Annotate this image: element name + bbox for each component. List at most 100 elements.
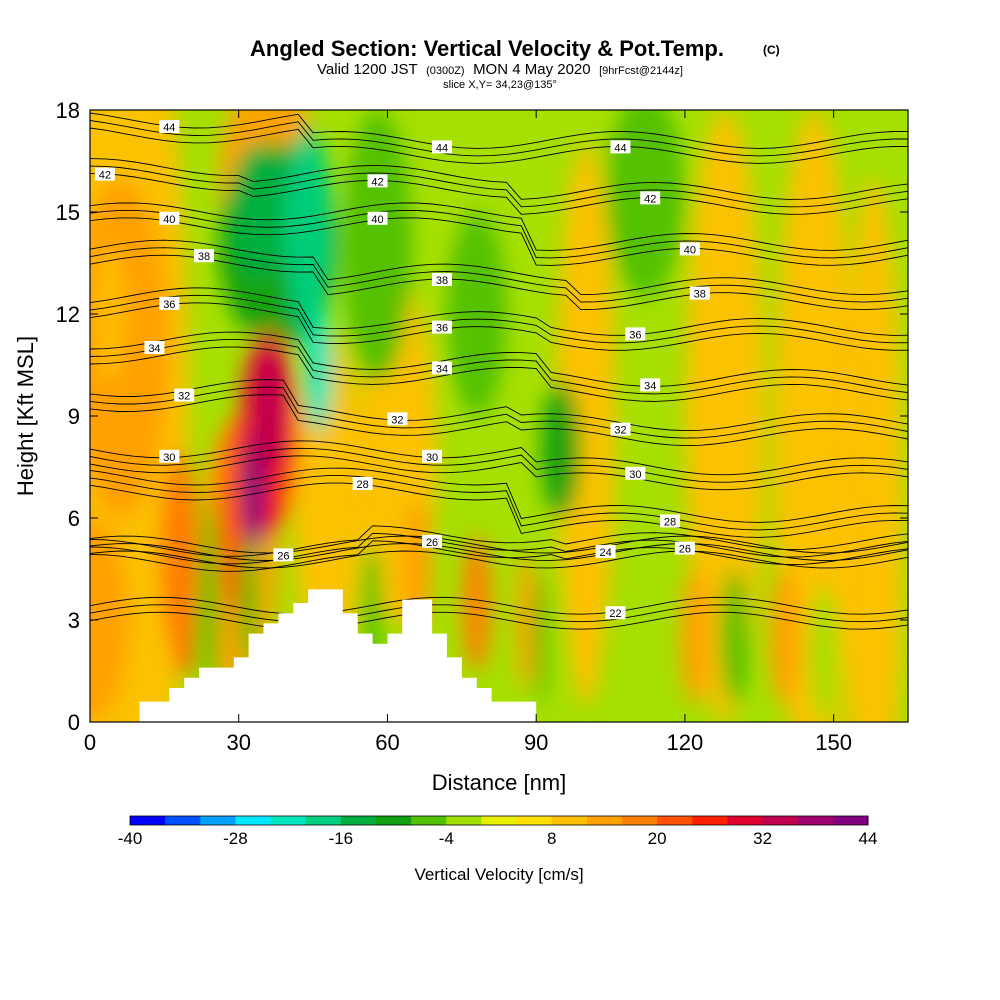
contour-label-text: 34 xyxy=(436,363,448,375)
velocity-cell xyxy=(570,569,601,705)
contour-label-text: 38 xyxy=(436,275,448,287)
theta-contour-line xyxy=(90,482,908,538)
theta-contour-line xyxy=(90,346,908,402)
contour-label: 34 xyxy=(640,378,661,392)
colorbar-swatch xyxy=(340,816,377,825)
contour-label-bg xyxy=(625,466,646,480)
contour-label-bg xyxy=(367,211,388,225)
contour-label: 30 xyxy=(625,466,646,481)
colorbar-swatch xyxy=(832,816,869,825)
potential-temperature-contours xyxy=(90,112,908,630)
colorbar-tick-label: 8 xyxy=(547,829,556,848)
contour-label-text: 30 xyxy=(629,469,641,481)
contour-label-text: 30 xyxy=(163,452,175,464)
colorbar-tick-label: 32 xyxy=(753,829,772,848)
colorbar: -40 -28 -16 -4 8 20 32 44 xyxy=(118,815,877,848)
forecast-info: [9hrFcst@2144z] xyxy=(599,65,683,77)
contour-label-text: 40 xyxy=(684,244,696,256)
contour-label: 44 xyxy=(431,140,452,154)
contour-label-text: 32 xyxy=(614,425,626,437)
colorbar-swatch xyxy=(481,816,518,825)
contour-label: 42 xyxy=(367,174,388,188)
contour-label-bg xyxy=(625,327,646,341)
contour-label: 36 xyxy=(625,327,646,341)
contour-label-text: 24 xyxy=(599,547,611,559)
valid-time-utc: (0300Z) xyxy=(426,65,465,77)
contour-label: 30 xyxy=(422,449,443,464)
contour-label: 38 xyxy=(194,249,215,263)
contour-label-bg xyxy=(194,249,215,263)
contour-label-text: 38 xyxy=(694,289,706,301)
contour-label-text: 26 xyxy=(426,537,438,549)
theta-contour-line xyxy=(90,217,908,266)
contour-label-bg xyxy=(159,120,180,133)
theta-contour-line xyxy=(90,540,908,572)
contour-label: 42 xyxy=(640,191,661,205)
valid-time-local: Valid 1200 JST xyxy=(317,61,418,78)
contour-label-bg xyxy=(273,548,294,562)
contour-label-text: 28 xyxy=(664,516,676,528)
contour-label-bg xyxy=(94,167,115,181)
contour-label: 44 xyxy=(610,140,631,154)
contour-label: 40 xyxy=(159,211,180,226)
theta-contour-line xyxy=(90,120,908,157)
x-tick-label: 30 xyxy=(226,730,250,755)
contour-label-text: 44 xyxy=(614,142,626,154)
colorbar-swatch xyxy=(165,816,201,825)
theta-contour-line xyxy=(90,550,908,569)
theta-contour-line xyxy=(90,112,908,149)
contour-label-bg xyxy=(689,286,710,300)
theta-contour-line xyxy=(90,525,908,557)
contour-label: 32 xyxy=(610,422,631,437)
velocity-cell xyxy=(248,341,289,478)
theta-contour-line xyxy=(90,254,908,311)
y-tick-label: 18 xyxy=(56,98,80,123)
contour-label-bg xyxy=(144,341,165,354)
contour-label: 22 xyxy=(605,606,626,620)
velocity-cell xyxy=(446,212,507,416)
contour-label-bg xyxy=(352,477,373,490)
colorbar-swatch xyxy=(657,816,693,825)
contour-label-bg xyxy=(422,534,443,548)
contour-label: 26 xyxy=(422,534,443,549)
colorbar-swatch xyxy=(516,816,553,825)
velocity-cell xyxy=(342,110,413,382)
colorbar-swatch xyxy=(270,816,307,825)
x-axis-label: Distance [nm] xyxy=(432,770,567,795)
contour-label-bg xyxy=(431,273,452,286)
colorbar-swatch xyxy=(692,816,728,825)
contour-label-text: 42 xyxy=(99,170,111,182)
colorbar-tick-label: -4 xyxy=(439,829,454,848)
theta-contour-line xyxy=(90,339,908,395)
contour-label: 24 xyxy=(595,545,616,559)
contour-label-text: 22 xyxy=(609,608,621,620)
y-tick-label: 15 xyxy=(56,200,80,225)
velocity-cell xyxy=(228,144,289,280)
contour-label-bg xyxy=(674,541,695,555)
velocity-cell xyxy=(159,450,200,654)
contour-label: 26 xyxy=(674,541,695,556)
velocity-cell xyxy=(94,246,125,382)
velocity-cell xyxy=(90,518,130,722)
contour-label-bg xyxy=(610,422,631,436)
velocity-cell xyxy=(684,110,765,722)
contour-label-bg xyxy=(610,140,631,154)
contour-label-bg xyxy=(387,412,408,426)
contour-label-bg xyxy=(431,140,452,154)
x-tick-label: 90 xyxy=(524,730,548,755)
contour-label-text: 44 xyxy=(163,122,175,134)
x-axis: 0 30 60 90 120 150 xyxy=(84,110,852,755)
theta-contour-line xyxy=(90,394,908,447)
colorbar-swatch xyxy=(797,816,834,825)
theta-contour-line xyxy=(90,447,908,483)
contour-label-text: 40 xyxy=(163,214,175,226)
contour-label-bg xyxy=(640,191,661,205)
theta-contour-line xyxy=(90,532,908,565)
colorbar-swatch xyxy=(200,816,236,825)
theta-contour-line xyxy=(90,202,908,251)
contour-label-bg xyxy=(422,449,443,463)
contour-label-text: 44 xyxy=(436,142,448,154)
theta-contour-line xyxy=(90,302,908,351)
contour-label-bg xyxy=(595,545,616,558)
